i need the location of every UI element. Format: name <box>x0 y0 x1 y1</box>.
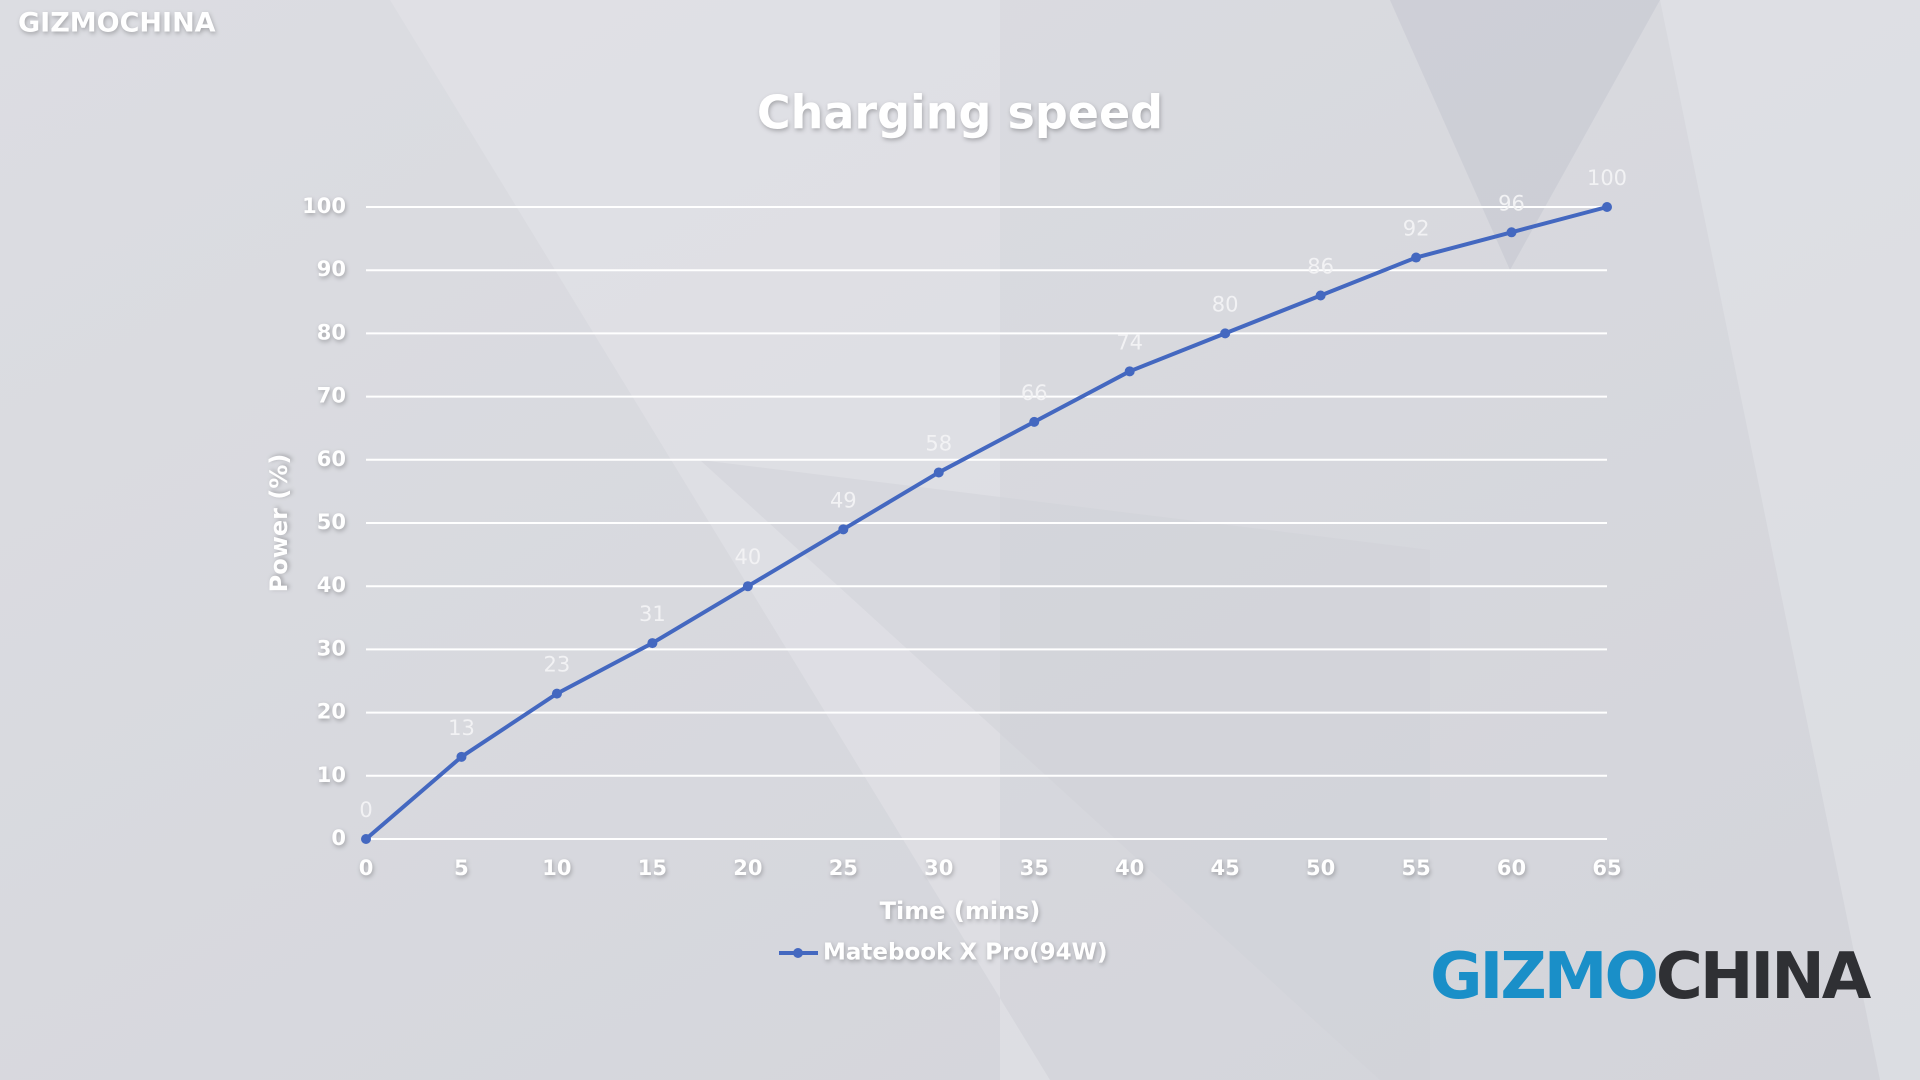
x-tick-label: 55 <box>1401 856 1430 880</box>
data-label: 74 <box>1116 330 1143 354</box>
x-tick-label: 0 <box>359 856 374 880</box>
y-tick-label: 0 <box>331 826 346 850</box>
x-tick-label: 35 <box>1020 856 1049 880</box>
x-tick-label: 50 <box>1306 856 1335 880</box>
data-label: 23 <box>544 653 571 677</box>
x-tick-label: 5 <box>454 856 469 880</box>
legend-marker <box>793 948 803 958</box>
decor <box>1390 0 1660 270</box>
brand-logo: GIZMOCHINA <box>1430 940 1872 1014</box>
data-point <box>551 688 562 699</box>
data-label: 58 <box>925 431 952 455</box>
x-tick-label: 60 <box>1497 856 1526 880</box>
y-axis-label: Power (%) <box>265 454 293 593</box>
y-tick-label: 30 <box>317 636 346 660</box>
data-label: 0 <box>359 798 372 822</box>
logo-part: GIZMO <box>1430 940 1656 1014</box>
brand-top: GIZMOCHINA <box>18 8 216 39</box>
x-tick-label: 65 <box>1592 856 1621 880</box>
y-tick-label: 10 <box>317 763 346 787</box>
data-point <box>1124 366 1135 377</box>
y-tick-label: 20 <box>317 700 346 724</box>
data-label: 13 <box>448 716 475 740</box>
x-tick-label: 30 <box>924 856 953 880</box>
y-tick-label: 90 <box>317 257 346 281</box>
data-label: 31 <box>639 602 666 626</box>
decor <box>1660 0 1920 1080</box>
x-tick-label: 15 <box>638 856 667 880</box>
data-label: 92 <box>1403 217 1430 241</box>
data-label: 96 <box>1498 191 1525 215</box>
logo-part: CHINA <box>1656 940 1872 1014</box>
data-point <box>1506 227 1517 238</box>
x-tick-label: 45 <box>1211 856 1240 880</box>
data-point <box>1602 202 1612 212</box>
data-label: 49 <box>830 488 857 512</box>
y-tick-label: 60 <box>317 447 346 471</box>
data-label: 86 <box>1307 254 1334 278</box>
y-tick-label: 100 <box>302 194 346 218</box>
data-point <box>742 581 753 592</box>
x-tick-label: 40 <box>1115 856 1144 880</box>
data-point <box>1029 416 1040 427</box>
data-label: 66 <box>1021 381 1048 405</box>
data-label: 100 <box>1587 166 1627 190</box>
x-tick-label: 20 <box>733 856 762 880</box>
data-point <box>838 524 849 535</box>
y-tick-label: 70 <box>317 384 346 408</box>
data-point <box>361 834 371 844</box>
x-tick-label: 25 <box>829 856 858 880</box>
chart-title: Charging speed <box>757 86 1163 140</box>
legend-label: Matebook X Pro(94W) <box>823 940 1108 966</box>
data-label: 80 <box>1212 292 1239 316</box>
x-axis-label: Time (mins) <box>880 897 1041 925</box>
y-tick-label: 50 <box>317 510 346 534</box>
y-tick-label: 40 <box>317 573 346 597</box>
y-tick-label: 80 <box>317 320 346 344</box>
data-point <box>647 638 658 649</box>
data-point <box>1220 328 1231 339</box>
data-point <box>933 467 944 478</box>
x-tick-label: 10 <box>542 856 571 880</box>
data-line <box>364 205 1608 841</box>
decor <box>700 460 1430 1080</box>
data-point <box>456 751 467 762</box>
data-point <box>1411 252 1422 263</box>
data-label: 40 <box>734 545 761 569</box>
data-point <box>1315 290 1326 301</box>
